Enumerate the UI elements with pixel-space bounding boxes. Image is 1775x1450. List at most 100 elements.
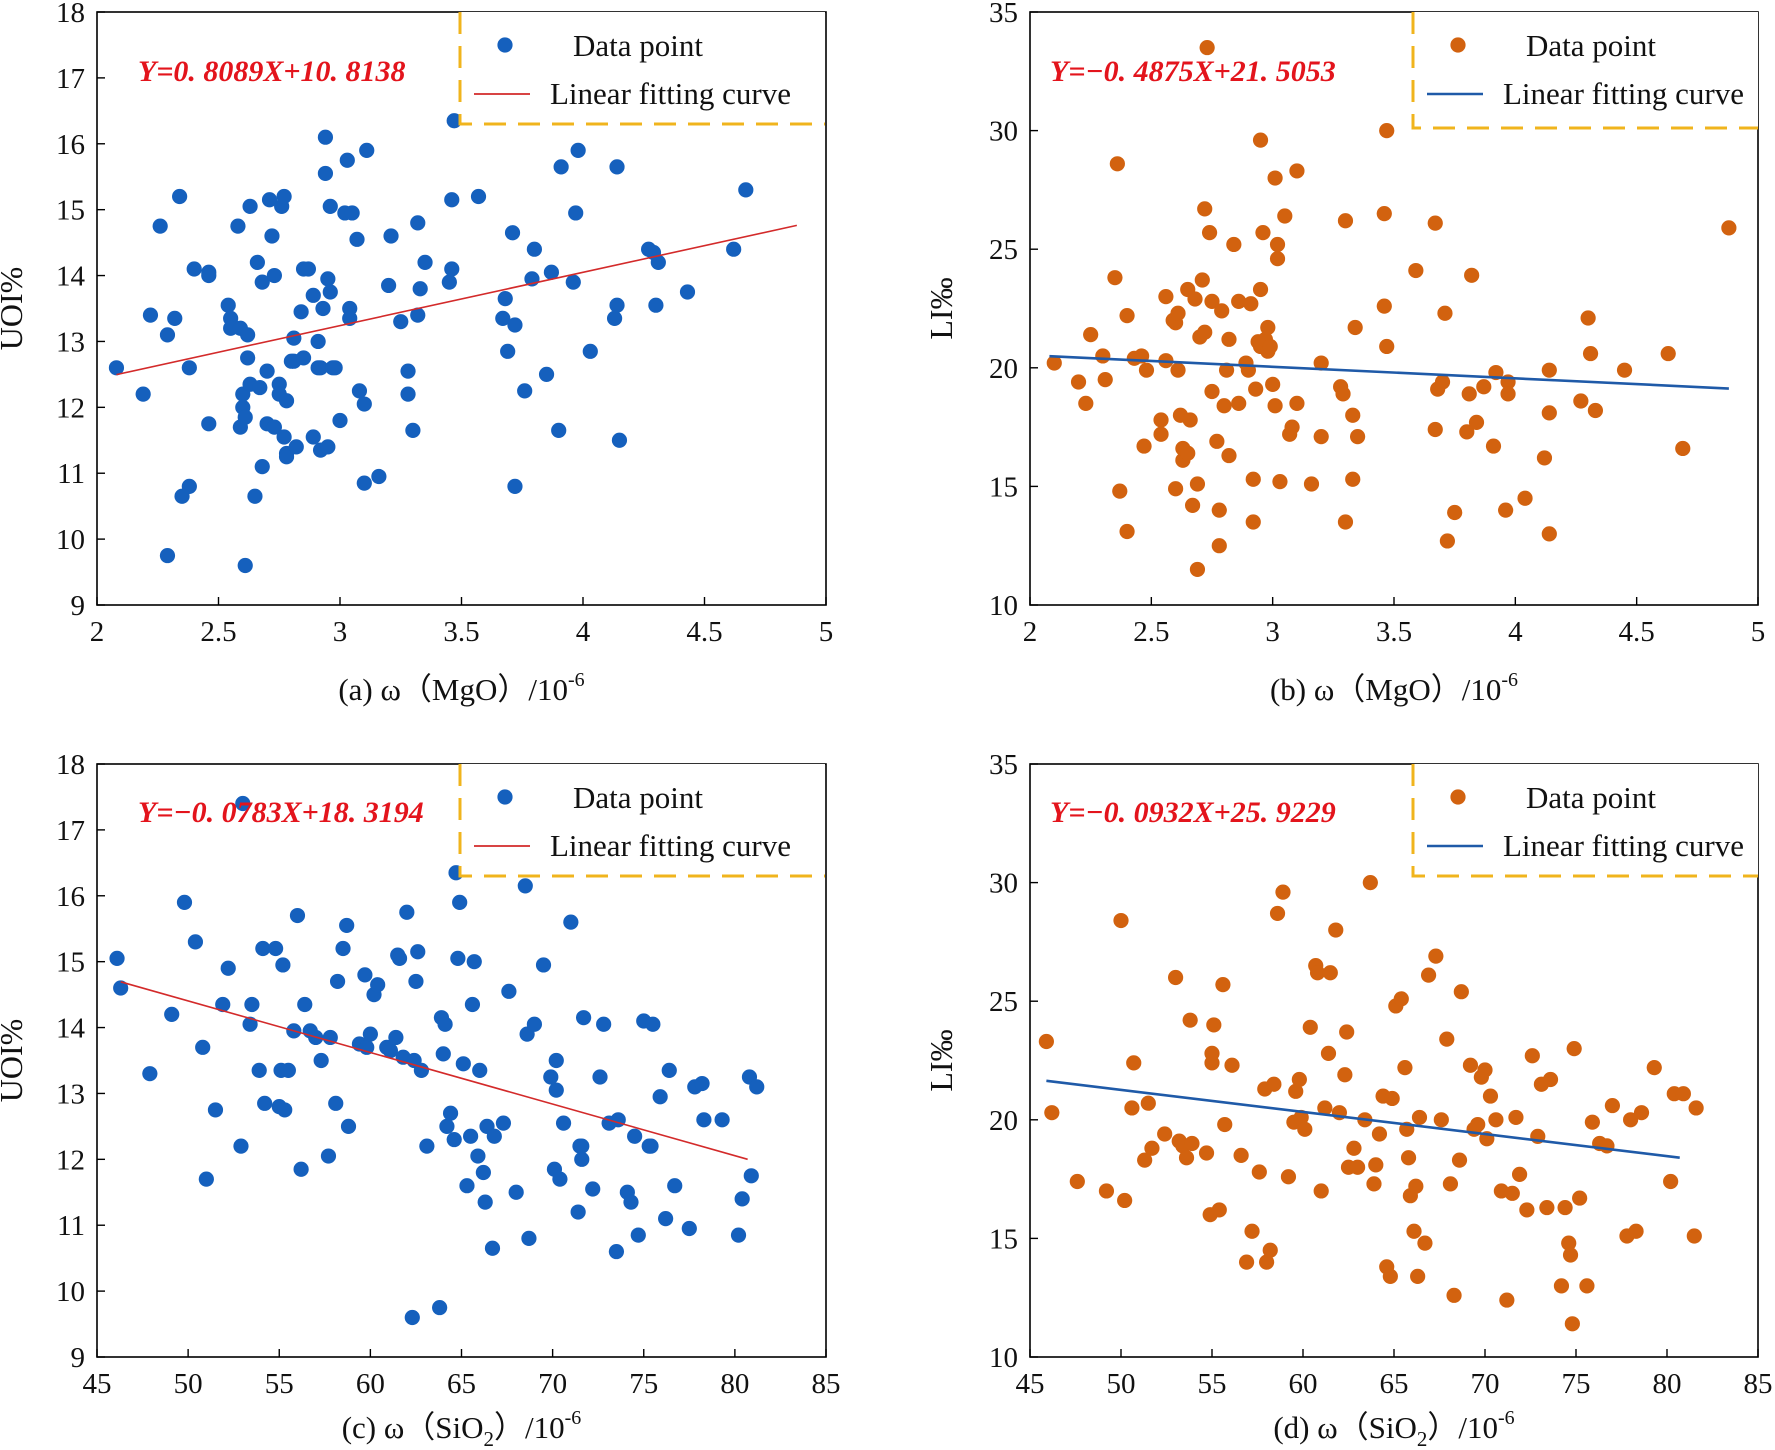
data-point [1366, 1176, 1382, 1192]
data-point [609, 297, 625, 313]
data-point [295, 350, 312, 366]
data-point [1346, 1140, 1362, 1156]
y-tick-label: 14 [56, 1013, 86, 1045]
data-point [1262, 1242, 1278, 1258]
data-point [576, 1010, 592, 1026]
data-point [1182, 1012, 1198, 1028]
data-point [1211, 1202, 1227, 1218]
data-point [1204, 383, 1220, 400]
data-point [152, 218, 168, 234]
data-point [305, 429, 321, 445]
data-point [1408, 262, 1424, 279]
data-point [501, 983, 517, 999]
data-point [266, 267, 282, 284]
y-tick-label: 11 [57, 458, 85, 490]
data-point [1536, 450, 1553, 466]
data-point [268, 940, 284, 957]
data-point [1211, 538, 1227, 554]
data-point [317, 165, 334, 182]
data-point [1153, 412, 1169, 428]
data-point [249, 254, 265, 270]
data-point [288, 439, 304, 455]
data-point [1320, 1045, 1337, 1061]
data-point [1646, 1060, 1662, 1076]
data-point [1604, 1097, 1620, 1114]
legend-border [1411, 12, 1758, 130]
data-point [1303, 476, 1320, 492]
data-point [538, 366, 555, 382]
data-point [142, 1066, 158, 1082]
data-point [743, 1168, 759, 1184]
data-point [477, 1194, 493, 1210]
data-point [344, 205, 360, 221]
data-point [1265, 376, 1281, 393]
legend-background [460, 764, 825, 876]
x-tick-label: 55 [1198, 1368, 1227, 1400]
data-point [410, 944, 426, 960]
data-point [1266, 1076, 1282, 1092]
data-point [381, 277, 397, 294]
data-point [242, 1016, 258, 1032]
data-point [1248, 381, 1264, 397]
data-point [585, 1181, 601, 1197]
data-point [254, 459, 270, 475]
data-point [195, 1039, 211, 1055]
data-point [1350, 1159, 1366, 1175]
data-point [1189, 476, 1206, 492]
data-point [335, 940, 351, 957]
data-point [1339, 1024, 1355, 1040]
data-point [555, 1115, 572, 1131]
legend-background [1413, 764, 1758, 876]
data-point [543, 1069, 559, 1085]
x-tick-label: 3 [1265, 616, 1280, 648]
data-point [328, 1095, 344, 1111]
y-tick-label: 15 [989, 1223, 1018, 1255]
x-tick-label: 65 [1380, 1368, 1409, 1400]
data-point [1541, 526, 1557, 542]
y-tick-label: 35 [989, 749, 1018, 781]
x-axis-caption: (d) ω（SiO2）/10-6 [1273, 1407, 1514, 1450]
data-point [113, 980, 129, 996]
data-point [1557, 1199, 1573, 1216]
data-point [310, 333, 326, 350]
data-point [1262, 338, 1278, 355]
x-axis-caption: (b) ω（MgO）/10-6 [1270, 669, 1518, 707]
scatter-series [108, 113, 754, 574]
data-point [1109, 156, 1125, 172]
fit-line [1049, 354, 1729, 390]
data-point [1291, 1071, 1307, 1088]
data-point [198, 1171, 214, 1187]
data-point [1252, 132, 1269, 148]
data-point [252, 379, 268, 396]
fit-equation: Y=0. 8089X+10. 8138 [138, 55, 406, 88]
y-tick-label: 18 [56, 0, 85, 29]
data-point [1293, 1109, 1309, 1126]
data-point [1511, 1166, 1528, 1182]
x-tick-label: 2.5 [200, 616, 236, 648]
data-point [1420, 967, 1437, 983]
data-point [472, 1062, 488, 1078]
data-point [1459, 424, 1475, 440]
data-point [1461, 386, 1477, 402]
data-point [187, 934, 204, 950]
fit-line [120, 981, 748, 1161]
data-point [1277, 208, 1293, 224]
data-point [340, 1118, 357, 1134]
data-point [410, 215, 426, 231]
data-point [1541, 362, 1557, 378]
data-point [320, 271, 336, 287]
data-point [176, 894, 193, 910]
data-point [570, 1204, 586, 1220]
data-point [606, 310, 623, 326]
y-tick-label: 12 [56, 1144, 85, 1176]
data-point [230, 218, 246, 234]
data-point [135, 386, 151, 402]
data-point [734, 1191, 750, 1207]
data-point [1417, 1235, 1433, 1251]
data-point [261, 192, 278, 208]
data-point [475, 1164, 491, 1181]
data-point [643, 1138, 659, 1154]
data-point [1170, 362, 1186, 378]
legend: Data point Linear fitting curve [1411, 12, 1758, 130]
chart-c: 45 50 55 60 65 70 75 80 85 9 10 11 12 13 14 15 16 17 18 UOI… [0, 749, 841, 1450]
